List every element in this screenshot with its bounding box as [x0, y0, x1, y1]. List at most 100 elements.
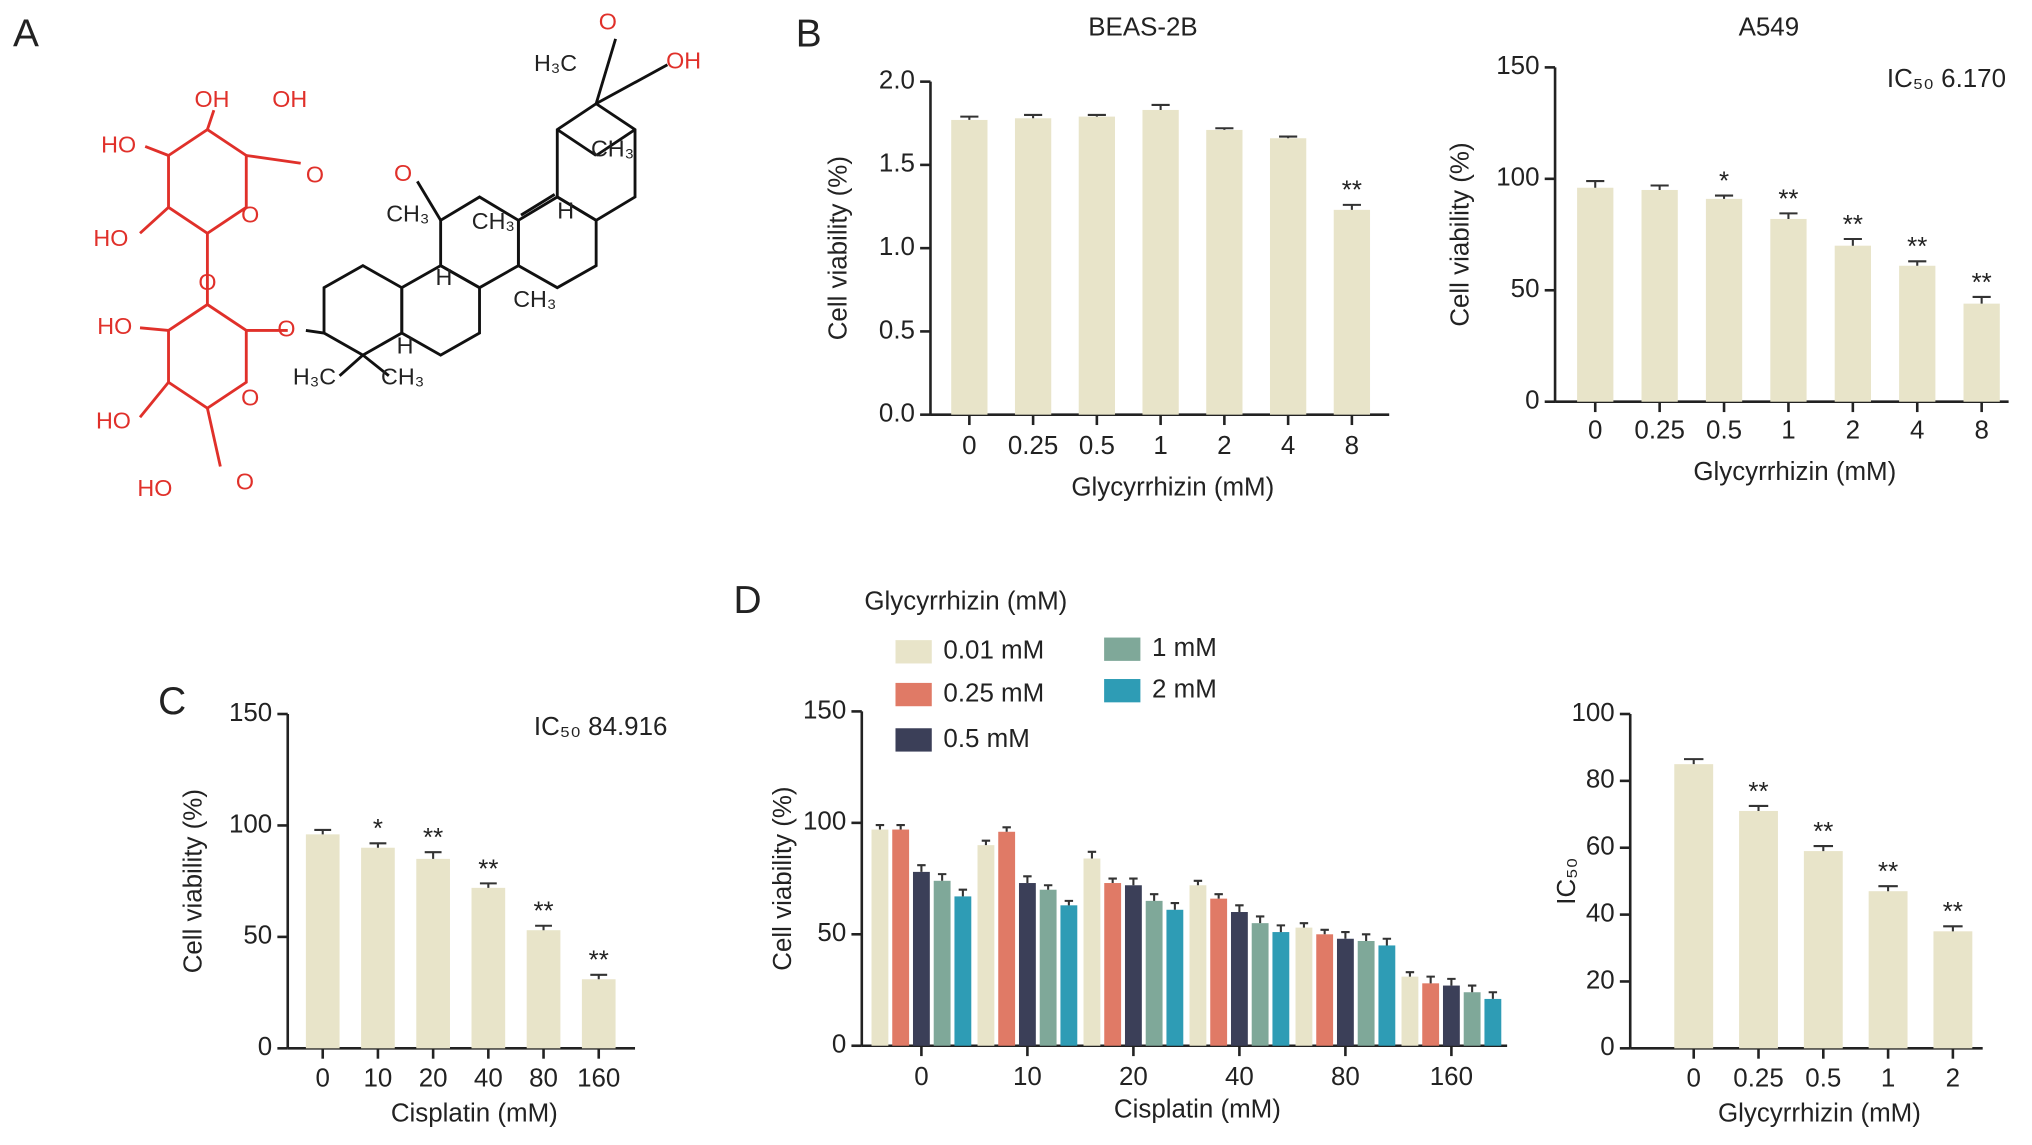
error-bar [1972, 295, 1991, 304]
bar [1336, 938, 1354, 1046]
bar [1166, 909, 1184, 1046]
y-tick-label: 20 [1586, 966, 1615, 994]
annotation: IC₅₀ 6.170 [1887, 65, 2006, 93]
legend-title: Glycyrrhizin (mM) [864, 587, 1067, 615]
bar [1401, 976, 1419, 1046]
bar [1272, 932, 1290, 1046]
error-bar [1279, 135, 1298, 139]
bar [977, 845, 995, 1046]
bar [1463, 992, 1481, 1046]
x-tick-label: 1 [1781, 416, 1795, 444]
x-tick-label: 40 [474, 1064, 503, 1092]
error-bar [535, 924, 552, 931]
bar [871, 829, 889, 1046]
x-tick-label: 160 [577, 1064, 620, 1092]
x-tick-label: 80 [529, 1064, 558, 1092]
bar [1210, 898, 1228, 1046]
x-axis-label: Glycyrrhizin (mM) [1071, 473, 1274, 501]
atom-label: HO [101, 132, 136, 158]
y-tick-label: 0 [1525, 387, 1539, 415]
error-bar [1043, 884, 1053, 890]
y-tick-label: 100 [229, 810, 272, 838]
error-bar [1426, 975, 1435, 984]
error-bar [1064, 899, 1074, 906]
atom-label: O [599, 8, 617, 34]
significance: ** [1778, 185, 1798, 213]
y-tick-label: 0 [258, 1033, 272, 1061]
error-bar [1193, 879, 1203, 886]
atom-label: OH [272, 86, 307, 112]
significance: ** [589, 947, 609, 975]
error-bar [1684, 758, 1704, 765]
bar [1269, 138, 1307, 415]
bar [954, 896, 972, 1046]
x-tick-label: 10 [364, 1064, 393, 1092]
annotation: IC₅₀ 84.916 [534, 713, 668, 741]
bar [1104, 883, 1122, 1046]
bar [471, 887, 506, 1049]
significance: ** [1748, 778, 1768, 806]
y-axis-label: Cell viability (%) [1447, 142, 1475, 326]
bar [1295, 927, 1313, 1046]
error-bar [1087, 113, 1106, 117]
error-bar [917, 864, 926, 872]
significance: ** [1342, 177, 1362, 205]
error-bar [896, 824, 905, 830]
error-bar [1129, 877, 1138, 886]
x-tick-label: 0 [1687, 1064, 1701, 1092]
x-tick-label: 4 [1910, 416, 1924, 444]
bar [1378, 945, 1396, 1046]
bar [1142, 109, 1179, 415]
error-bar [981, 839, 991, 846]
atom-label: H [397, 332, 414, 358]
error-bar [1276, 924, 1286, 933]
x-tick-label: 160 [1430, 1063, 1473, 1091]
bar [1933, 931, 1973, 1049]
error-bar [1149, 893, 1159, 901]
atom-label: O [236, 469, 254, 495]
x-tick-label: 0.5 [1805, 1064, 1841, 1092]
x-tick-label: 4 [1281, 432, 1295, 460]
atom-label: O [277, 316, 295, 342]
atom-label: OH [666, 47, 701, 73]
bar [1039, 889, 1057, 1046]
significance: ** [1943, 898, 1963, 926]
y-tick-label: 0 [832, 1031, 846, 1059]
bar [1803, 851, 1843, 1049]
bar [526, 930, 561, 1049]
error-bar [1108, 877, 1117, 884]
bar [1963, 303, 2000, 402]
panel-label: B [796, 13, 822, 56]
error-bar [1023, 875, 1032, 884]
bar [1484, 998, 1502, 1046]
y-tick-label: 2.0 [879, 66, 915, 94]
x-tick-label: 2 [1217, 432, 1231, 460]
x-axis-label: Glycyrrhizin (mM) [1693, 458, 1896, 486]
x-axis-label: Glycyrrhizin (mM) [1718, 1099, 1921, 1127]
significance: ** [478, 855, 498, 883]
x-tick-label: 40 [1225, 1063, 1254, 1091]
x-tick-label: 8 [1974, 416, 1988, 444]
error-bar [1235, 904, 1244, 913]
bar [998, 831, 1016, 1046]
bar [1899, 265, 1936, 402]
legend-swatch [895, 682, 932, 707]
significance: ** [1972, 269, 1992, 297]
x-tick-label: 1 [1153, 432, 1167, 460]
atom-label: O [241, 202, 259, 228]
bar [416, 858, 450, 1049]
atom-label: CH₃ [513, 286, 556, 312]
y-tick-label: 40 [1586, 899, 1615, 927]
error-bar [1320, 928, 1329, 935]
error-bar [479, 882, 497, 888]
error-bar [1650, 184, 1669, 190]
bar [912, 871, 930, 1046]
bar [1357, 940, 1375, 1046]
error-bar [1299, 922, 1309, 928]
x-axis-label: Cisplatin (mM) [1114, 1095, 1281, 1123]
atom-label: O [306, 161, 324, 187]
bar [1834, 245, 1871, 402]
panel-label: C [158, 680, 186, 723]
bar [1060, 905, 1078, 1046]
error-bar [369, 842, 387, 848]
